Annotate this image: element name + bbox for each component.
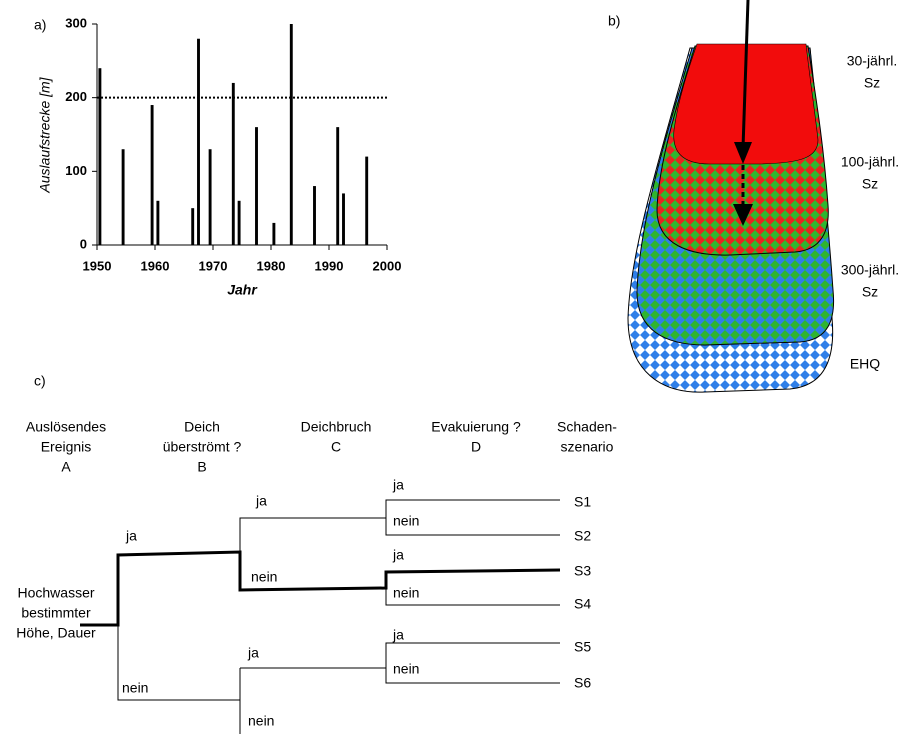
y-tick-label: 100: [65, 163, 87, 178]
column-header: C: [331, 439, 341, 455]
outcome-label: S6: [574, 675, 591, 691]
branch-label: nein: [122, 680, 148, 696]
column-header: Deichbruch: [301, 419, 372, 435]
tree-branch: [118, 500, 560, 734]
panel-a: a) 0 100 200 300 1950 1960 1970 1980 1990 2000 Jahr…: [34, 15, 401, 297]
column-header: überströmt ?: [163, 439, 242, 455]
panel-label: c): [34, 373, 46, 389]
y-tick-label: 0: [80, 236, 87, 251]
x-tick-label: 1980: [257, 258, 286, 273]
outcome-label: S1: [574, 494, 591, 510]
column-header: A: [61, 459, 71, 475]
column-header: Deich: [184, 419, 220, 435]
branch-label: ja: [255, 493, 267, 509]
branch-label: nein: [251, 569, 277, 585]
x-axis-label: Jahr: [227, 282, 258, 298]
bar: [197, 39, 200, 245]
y-axis-label: Auslaufstrecke [m]: [37, 76, 53, 193]
bar: [98, 68, 101, 245]
branch-label: nein: [393, 585, 419, 601]
bar: [342, 193, 345, 245]
outcome-label: S4: [574, 596, 591, 612]
outcome-label: S2: [574, 528, 591, 544]
zone-label: 30-jährl.: [847, 53, 898, 69]
branch-label: ja: [247, 645, 259, 661]
bar: [238, 201, 241, 245]
path-highlight: [80, 552, 560, 625]
panel-b: b) 30-jährl. Sz 100-jährl. Sz 300-jährl. Sz EH…: [608, 0, 899, 392]
zone-label: EHQ: [850, 356, 880, 372]
bar: [336, 127, 339, 245]
root-label: Höhe, Dauer: [16, 625, 96, 641]
x-tick-label: 1990: [315, 258, 344, 273]
bar: [365, 157, 368, 245]
bar: [272, 223, 275, 245]
x-tick-label: 1950: [83, 258, 112, 273]
panel-c: c) Auslösendes Ereignis A Deich überströmt ? B…: [16, 373, 617, 734]
bar: [209, 149, 212, 245]
column-header: Auslösendes: [26, 419, 106, 435]
zone-label: 100-jährl.: [841, 154, 899, 170]
branch-label: nein: [248, 713, 274, 729]
outcome-label: S3: [574, 563, 591, 579]
bar: [313, 186, 316, 245]
root-label: Hochwasser: [17, 585, 94, 601]
zone-label: Sz: [862, 284, 878, 300]
root-label: bestimmter: [21, 605, 91, 621]
bar: [122, 149, 125, 245]
zone-label: Sz: [862, 176, 878, 192]
column-header: Schaden-: [557, 419, 617, 435]
figure: b) 30-jährl. Sz 100-jährl. Sz 300-jährl. Sz EH…: [0, 0, 918, 734]
branch-label: nein: [393, 661, 419, 677]
x-tick-label: 1970: [199, 258, 228, 273]
column-header: D: [471, 439, 481, 455]
branch-label: ja: [392, 627, 404, 643]
outcome-label: S5: [574, 639, 591, 655]
branch-label: ja: [392, 477, 404, 493]
y-tick-label: 300: [65, 15, 87, 30]
x-tick-label: 1960: [141, 258, 170, 273]
column-header: Ereignis: [41, 439, 92, 455]
bar: [255, 127, 258, 245]
column-header: szenario: [561, 439, 614, 455]
y-tick-label: 200: [65, 89, 87, 104]
bar: [151, 105, 154, 245]
bar: [156, 201, 159, 245]
branch-label: ja: [125, 528, 137, 544]
bar: [191, 208, 194, 245]
bar: [290, 24, 293, 245]
panel-label: b): [608, 13, 620, 29]
bar: [232, 83, 235, 245]
zone-label: Sz: [864, 75, 880, 91]
x-tick-label: 2000: [373, 258, 402, 273]
column-header: B: [197, 459, 206, 475]
panel-label: a): [34, 17, 46, 33]
zone-label: 300-jährl.: [841, 262, 899, 278]
branch-label: ja: [392, 547, 404, 563]
column-header: Evakuierung ?: [431, 419, 521, 435]
branch-label: nein: [393, 513, 419, 529]
